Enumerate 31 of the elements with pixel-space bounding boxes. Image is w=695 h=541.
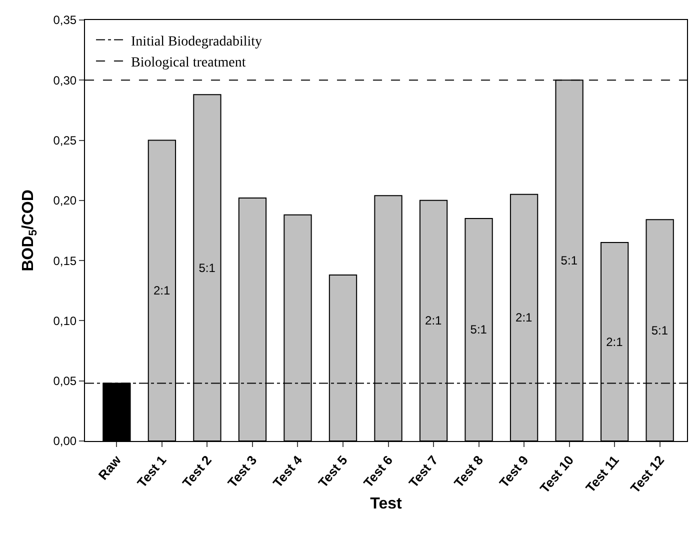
x-tick-label: Test 4 [270, 452, 306, 490]
x-axis-title: Test [370, 495, 403, 512]
x-tick-label: Test 7 [406, 452, 441, 490]
data-label: 5:1 [198, 260, 216, 275]
data-label: 2:1 [153, 284, 170, 298]
legend-label: Biological treatment [131, 55, 246, 70]
x-tick-label: Test 11 [582, 452, 622, 496]
y-tick-label: 0,05 [53, 374, 77, 388]
y-tick-label: 0,10 [53, 314, 77, 328]
x-tick-label: Test 6 [360, 452, 396, 490]
data-label: 5:1 [560, 254, 578, 268]
y-tick-label: 0,30 [53, 73, 77, 88]
data-label: 2:1 [425, 314, 442, 328]
data-label: 5:1 [651, 323, 668, 338]
x-tick-label: Test 1 [134, 452, 170, 490]
x-tick-label: Test 3 [224, 452, 260, 490]
y-tick-label: 0,20 [53, 194, 77, 208]
y-tick-label: 0,00 [53, 434, 77, 448]
legend-label: Initial Biodegradability [131, 34, 262, 50]
x-tick-label: Test 10 [536, 452, 577, 496]
x-tick-label: Test 2 [179, 452, 214, 490]
x-tick-label: Test 5 [315, 452, 350, 490]
data-label: 2:1 [606, 334, 624, 349]
x-tick-label: Test 8 [451, 452, 486, 490]
y-tick-label: 0,35 [53, 13, 77, 28]
x-tick-label: Test 12 [627, 452, 668, 496]
data-label: 2:1 [516, 310, 533, 325]
y-tick-label: 0,25 [53, 133, 77, 148]
y-tick-label: 0,15 [53, 254, 77, 268]
data-label: 5:1 [470, 322, 488, 337]
x-tick-label: Test 9 [496, 452, 532, 490]
